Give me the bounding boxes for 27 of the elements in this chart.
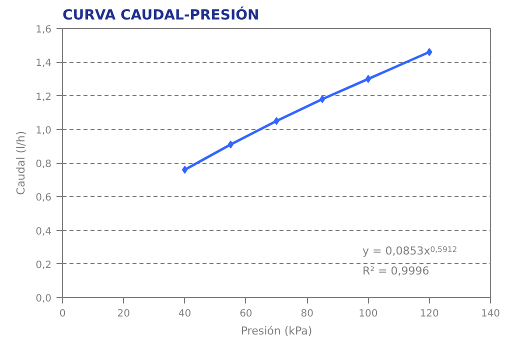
x-tick-label: 40 [178,308,192,320]
y-tick-label: 0,2 [36,260,52,271]
y-tick-label: 1,0 [36,125,52,136]
y-tick-label: 0,0 [36,294,52,304]
y-axis-title: Caudal (l/h) [14,130,28,195]
x-tick-label: 20 [117,308,130,320]
point [365,74,372,83]
x-tick-label: 60 [240,308,252,320]
point [182,166,188,174]
x-tick-label: 120 [420,308,439,320]
x-tick-label: 80 [300,308,314,320]
y-tick-label: 0,4 [36,226,52,238]
x-tick-label: 0 [59,308,66,320]
point [426,48,432,56]
y-tick-label: 1,2 [36,92,52,103]
point [274,116,280,125]
y-tick-label: 0,8 [36,159,52,170]
y-tick-label: 1,6 [36,24,52,36]
x-tick-label: 140 [480,308,500,320]
point [320,95,326,104]
y-tick-label: 0,6 [36,192,52,204]
point [228,140,234,149]
chart-title: CURVA CAUDAL-PRESIÓN [62,6,260,24]
x-tick-label: 100 [358,308,378,320]
annotation: R² = 0,9996 [362,264,430,278]
y-tick-label: 1,4 [36,58,52,70]
x-axis-title: Presión (kPa) [240,324,312,338]
